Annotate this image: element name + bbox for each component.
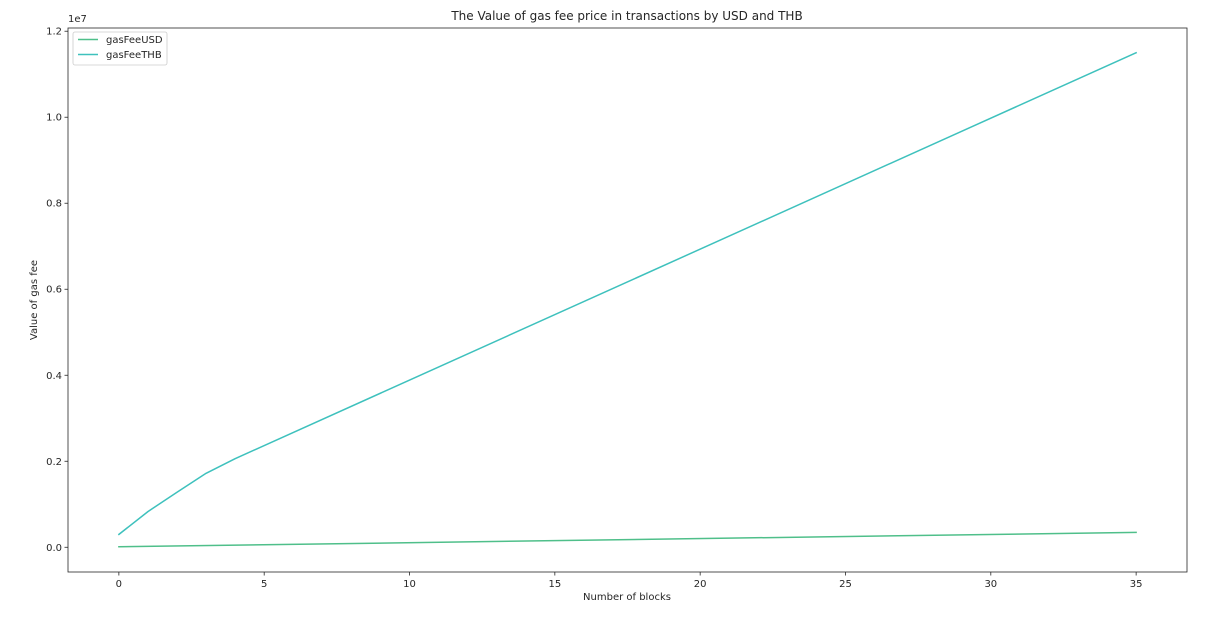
- x-tick-label: 15: [548, 579, 561, 590]
- y-offset-label: 1e7: [68, 14, 87, 25]
- x-tick-label: 25: [839, 579, 852, 590]
- x-tick-label: 20: [694, 579, 707, 590]
- y-tick-label: 0.8: [46, 199, 62, 210]
- x-tick-label: 0: [116, 579, 122, 590]
- x-axis-ticks: 0 5 10 15 20 25 30 35: [116, 572, 1143, 590]
- series-line-gasFeeUSD: [118, 531, 1137, 548]
- x-tick-label: 10: [403, 579, 416, 590]
- x-axis-label: Number of blocks: [583, 592, 671, 603]
- series-lines: [117, 51, 1138, 548]
- y-axis-label: Value of gas fee: [29, 260, 40, 340]
- y-tick-label: 0.0: [46, 543, 62, 554]
- y-tick-label: 0.4: [46, 371, 62, 382]
- y-tick-label: 0.6: [46, 285, 62, 296]
- x-tick-label: 35: [1130, 579, 1143, 590]
- y-tick-label: 1.2: [46, 27, 62, 38]
- series-line-gasFeeTHB: [117, 51, 1138, 536]
- chart-title: The Value of gas fee price in transactio…: [450, 9, 802, 23]
- plot-frame: [67, 27, 1188, 573]
- x-tick-label: 5: [261, 579, 267, 590]
- y-tick-label: 1.0: [46, 113, 62, 124]
- legend-label-gasFeeTHB: gasFeeTHB: [106, 50, 162, 61]
- y-tick-label: 0.2: [46, 457, 62, 468]
- y-axis-ticks: 0.0 0.2 0.4 0.6 0.8 1.0 1.2: [46, 27, 68, 554]
- legend-label-gasFeeUSD: gasFeeUSD: [106, 35, 163, 46]
- legend: gasFeeUSD gasFeeTHB: [72, 31, 168, 66]
- x-tick-label: 30: [984, 579, 997, 590]
